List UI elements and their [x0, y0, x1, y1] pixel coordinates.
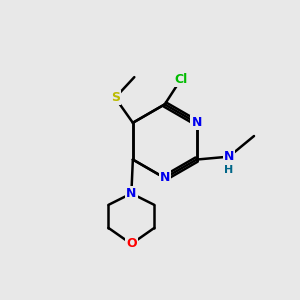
Text: Cl: Cl [174, 73, 188, 86]
Text: N: N [224, 150, 234, 163]
Text: O: O [126, 238, 137, 250]
Text: N: N [126, 187, 136, 200]
Text: H: H [224, 165, 234, 175]
Text: N: N [191, 116, 202, 129]
Text: N: N [160, 172, 170, 184]
Text: S: S [111, 91, 120, 104]
